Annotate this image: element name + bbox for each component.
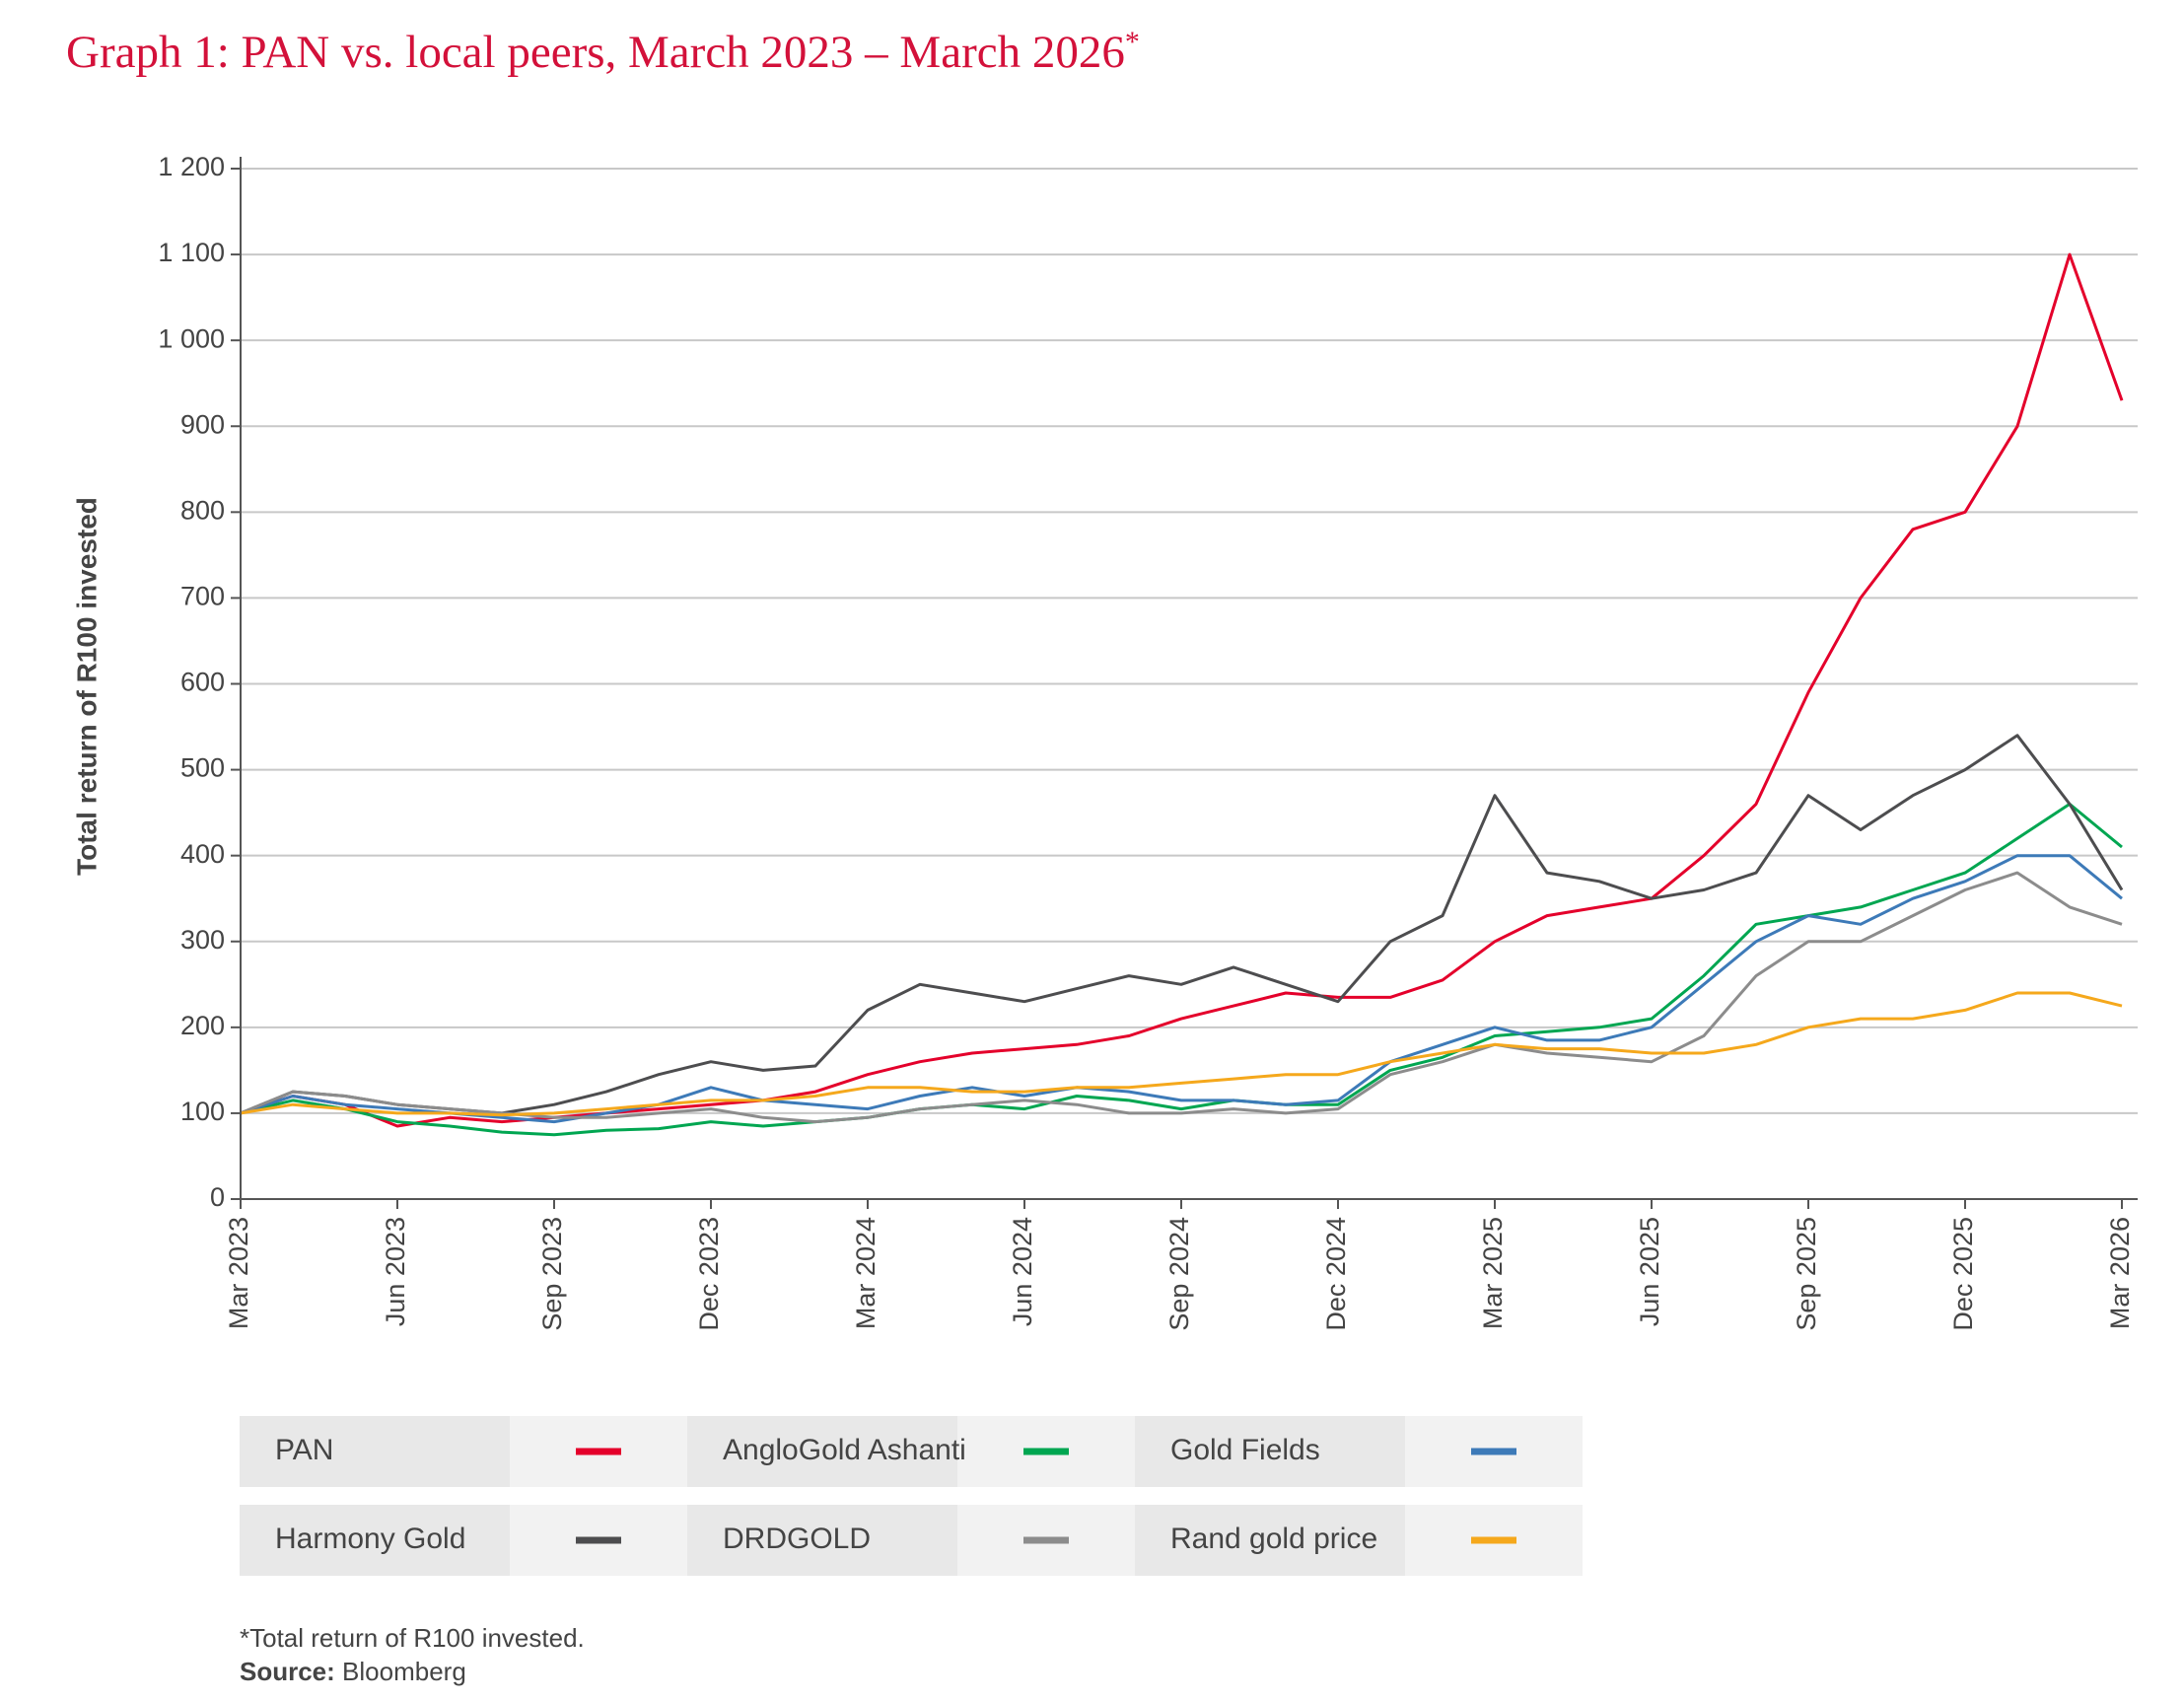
legend-label-cell — [687, 1505, 957, 1576]
series-line — [240, 871, 2123, 1124]
x-tick-label: Jun 2024 — [1008, 1217, 1037, 1326]
legend-label-cell — [1135, 1416, 1405, 1487]
y-tick-label: 1 100 — [158, 238, 225, 267]
legend-label-cell — [240, 1416, 510, 1487]
legend-label: AngloGold Ashanti — [723, 1434, 966, 1466]
x-tick-label: Sep 2025 — [1792, 1217, 1821, 1331]
x-tick-label: Jun 2025 — [1635, 1217, 1664, 1326]
source-text: Bloomberg — [342, 1657, 466, 1686]
source-line: Source: Bloomberg — [240, 1657, 466, 1686]
y-tick-label: 500 — [180, 753, 225, 783]
legend-label: Rand gold price — [1170, 1523, 1377, 1555]
y-tick-label: 800 — [180, 495, 225, 525]
chart-title: Graph 1: PAN vs. local peers, March 2023… — [66, 26, 1140, 78]
x-tick-label: Dec 2023 — [694, 1217, 724, 1331]
x-tick-label: Jun 2023 — [381, 1217, 410, 1326]
legend-label: PAN — [275, 1434, 333, 1466]
series-line — [240, 252, 2124, 1128]
x-tick-label: Mar 2024 — [851, 1217, 881, 1329]
legend-label: Harmony Gold — [275, 1523, 465, 1555]
y-tick-label: 1 000 — [158, 323, 225, 353]
footnote: *Total return of R100 invested. — [240, 1623, 585, 1653]
y-tick-label: 100 — [180, 1097, 225, 1126]
grid — [241, 168, 2138, 1200]
x-tick-label: Mar 2023 — [224, 1217, 253, 1329]
series-line — [240, 802, 2123, 1137]
y-tick-label: 600 — [180, 668, 225, 697]
x-tick-label: Dec 2024 — [1321, 1217, 1351, 1331]
title-text: Graph 1: PAN vs. local peers, March 2023… — [66, 27, 1125, 78]
source-label: Source: — [240, 1657, 335, 1686]
title-marker: * — [1125, 26, 1140, 58]
y-tick-label: 0 — [210, 1182, 225, 1212]
y-axis-label: Total return of R100 invested — [71, 497, 102, 876]
x-tick-label: Sep 2024 — [1164, 1217, 1194, 1331]
legend-label-cell — [240, 1505, 510, 1576]
x-tick-label: Dec 2025 — [1948, 1217, 1978, 1331]
y-tick-label: 400 — [180, 839, 225, 869]
legend-label-cell — [687, 1416, 957, 1487]
legend-label: Gold Fields — [1170, 1434, 1320, 1466]
x-tick-label: Mar 2025 — [1478, 1217, 1508, 1329]
series-line — [240, 854, 2123, 1124]
legend-label-cell — [1135, 1505, 1405, 1576]
x-tick-label: Sep 2023 — [537, 1217, 567, 1331]
series-line — [240, 991, 2123, 1117]
y-tick-label: 200 — [180, 1011, 225, 1040]
lines — [240, 252, 2124, 1137]
series-line — [240, 734, 2124, 1115]
axes: 0 100 200 300 400 500 600 700 800 900 1 000 1 100 1 … — [158, 152, 2138, 1331]
y-tick-label: 1 200 — [158, 152, 225, 181]
legend: PAN AngloGold Ashanti Gold Fields Harmony G… — [240, 1416, 1583, 1576]
x-tick-label: Mar 2026 — [2105, 1217, 2135, 1329]
y-tick-label: 300 — [180, 925, 225, 955]
y-tick-label: 900 — [180, 409, 225, 439]
y-tick-label: 700 — [180, 582, 225, 611]
legend-label: DRDGOLD — [723, 1523, 871, 1555]
